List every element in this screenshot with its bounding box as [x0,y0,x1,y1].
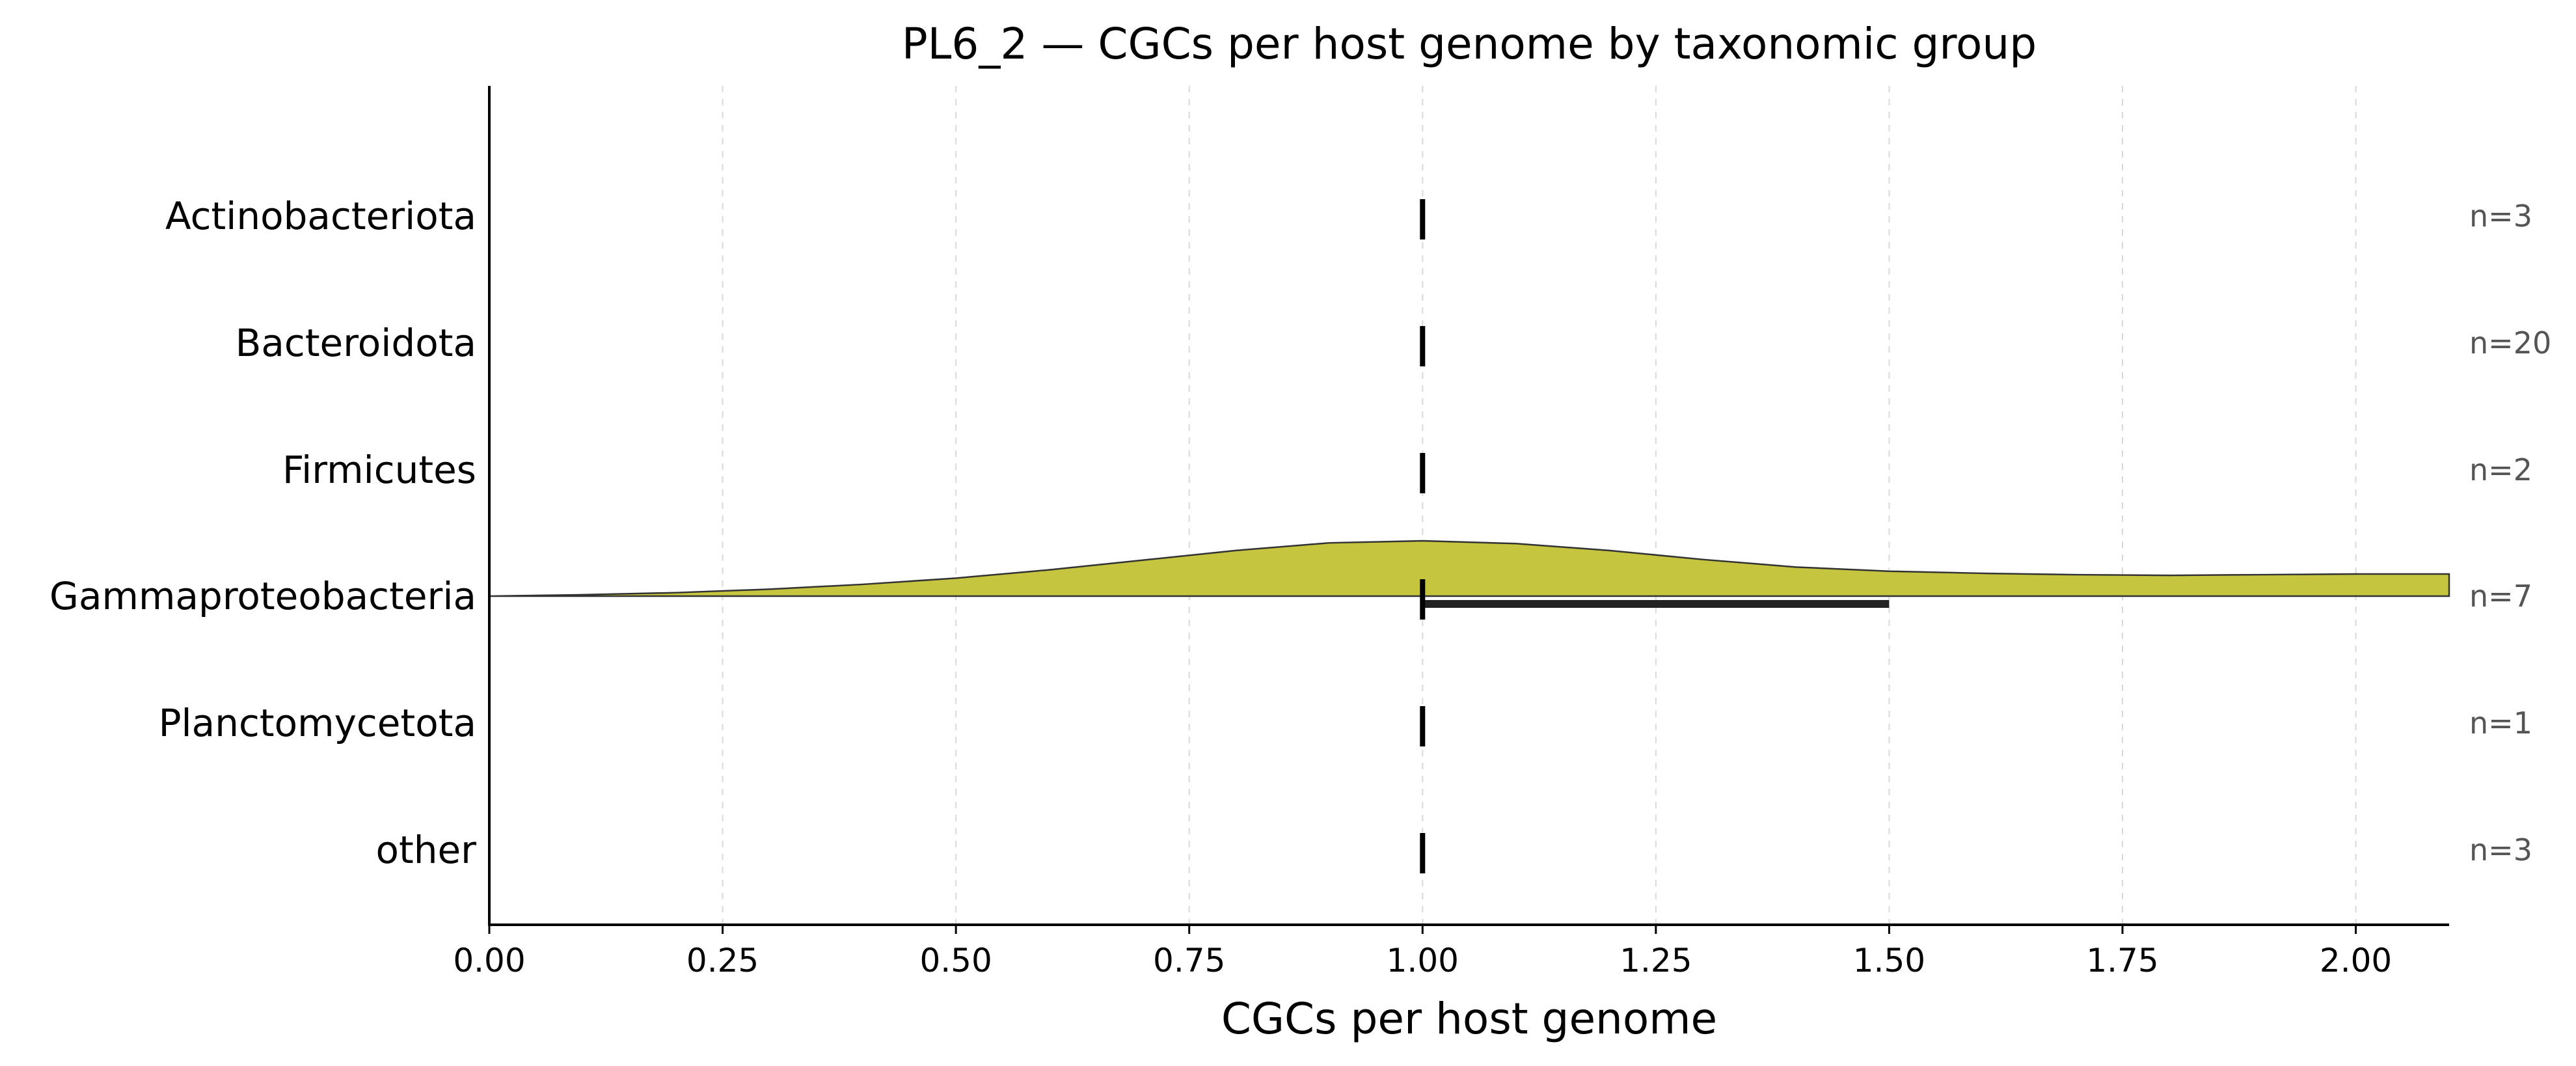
category-label: Bacteroidota [236,321,476,365]
x-axis-label: CGCs per host genome [1221,994,1717,1044]
category-label: Gammaproteobacteria [49,574,476,618]
sample-size-label: n=3 [2469,832,2532,868]
sample-size-label: n=7 [2469,579,2532,614]
x-tick-layer: 0.00 0.25 0.50 0.75 1.00 1.25 1.50 1.75 2.00 [453,925,2392,979]
category-label: Planctomycetota [159,701,476,745]
category-label: other [375,828,476,872]
chart-title: PL6_2 — CGCs per host genome by taxonomi… [902,19,2037,69]
category-label: Firmicutes [282,448,476,492]
sample-size-label: n=1 [2469,705,2532,741]
x-tick-label: 1.50 [1853,942,1925,979]
density-area [489,540,2450,597]
sample-size-label: n=20 [2469,325,2551,361]
x-tick-label: 0.25 [686,942,759,979]
x-tick-label: 1.25 [1620,942,1692,979]
density-layer [489,540,2450,597]
x-tick-label: 1.75 [2086,942,2158,979]
category-label: Actinobacteriota [165,194,476,238]
x-tick-label: 0.00 [453,942,525,979]
n-label-layer: n=3 n=20 n=2 n=7 n=1 n=3 [2469,198,2551,868]
x-tick-label: 0.50 [919,942,992,979]
mark-layer [1420,199,1890,873]
x-tick-label: 0.75 [1153,942,1225,979]
x-tick-label: 2.00 [2320,942,2392,979]
sample-size-label: n=3 [2469,198,2532,234]
sample-size-label: n=2 [2469,452,2532,487]
category-label-layer: Actinobacteriota Bacteroidota Firmicutes Ga… [49,194,476,872]
x-tick-label: 1.00 [1387,942,1459,979]
